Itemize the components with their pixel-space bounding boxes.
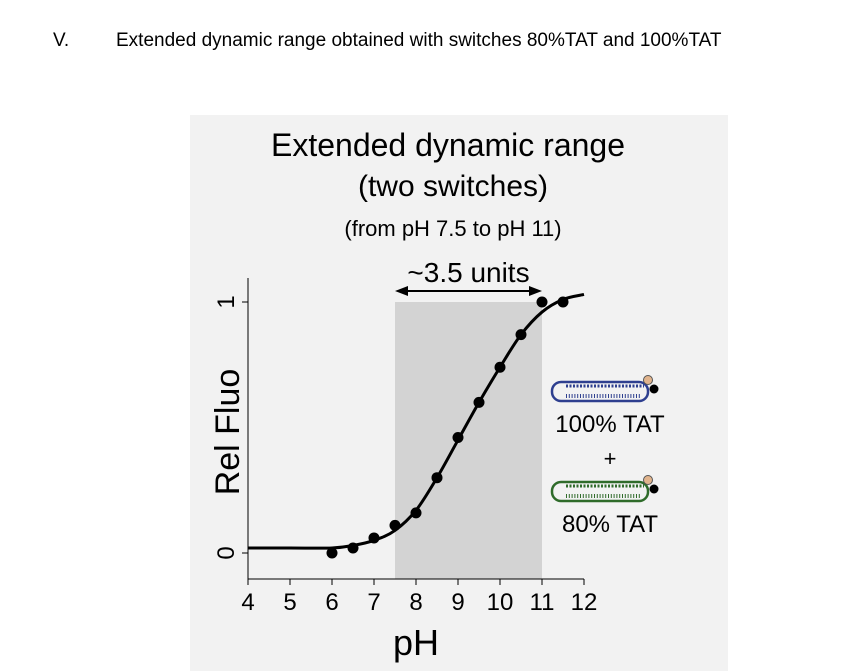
legend-plus: +	[604, 446, 617, 471]
y-ticks: 01	[213, 295, 248, 560]
section-heading: V. Extended dynamic range obtained with …	[0, 30, 852, 56]
legend: 100% TAT + 80% TAT	[550, 375, 665, 538]
x-tick-label: 7	[367, 589, 380, 616]
data-point	[368, 532, 380, 544]
x-tick-label: 8	[409, 589, 422, 616]
chart-subtitle-range: (from pH 7.5 to pH 11)	[344, 216, 561, 241]
x-tick-label: 6	[325, 589, 338, 616]
y-tick-label: 1	[213, 295, 240, 308]
chart-title: Extended dynamic range	[271, 127, 625, 163]
range-arrow-right-head	[529, 286, 542, 296]
data-point	[389, 519, 401, 531]
x-ticks: 4 5 6 7 8 9 10 11 12	[241, 579, 597, 616]
chart-subtitle: (two switches)	[358, 170, 548, 203]
data-point	[347, 542, 359, 554]
data-point	[536, 296, 548, 308]
data-point	[326, 547, 338, 559]
section-title: Extended dynamic range obtained with swi…	[116, 30, 722, 51]
data-point	[452, 432, 464, 444]
data-point	[557, 296, 569, 308]
y-axis-label: Rel Fluo	[209, 369, 247, 496]
x-tick-label: 10	[487, 589, 514, 616]
data-point	[410, 507, 422, 519]
x-tick-label: 11	[530, 589, 555, 616]
x-tick-label: 12	[571, 589, 598, 616]
range-arrow	[395, 286, 542, 296]
range-arrow-left-head	[395, 286, 408, 296]
y-tick-label: 0	[213, 546, 240, 559]
x-tick-label: 9	[451, 589, 464, 616]
data-point	[431, 472, 443, 484]
switch-100-icon	[550, 375, 659, 403]
x-tick-label: 4	[241, 589, 254, 616]
data-point	[515, 329, 527, 341]
shaded-range	[395, 302, 542, 579]
range-label: ~3.5 units	[407, 257, 529, 288]
section-number: V.	[53, 30, 70, 51]
switch-80-icon	[550, 475, 659, 503]
data-points	[326, 296, 569, 559]
x-axis-label: pH	[393, 622, 439, 663]
x-tick-label: 5	[283, 589, 296, 616]
legend-label-100: 100% TAT	[555, 411, 665, 438]
legend-label-80: 80% TAT	[562, 511, 658, 538]
data-point	[494, 361, 506, 373]
data-point	[473, 396, 485, 408]
